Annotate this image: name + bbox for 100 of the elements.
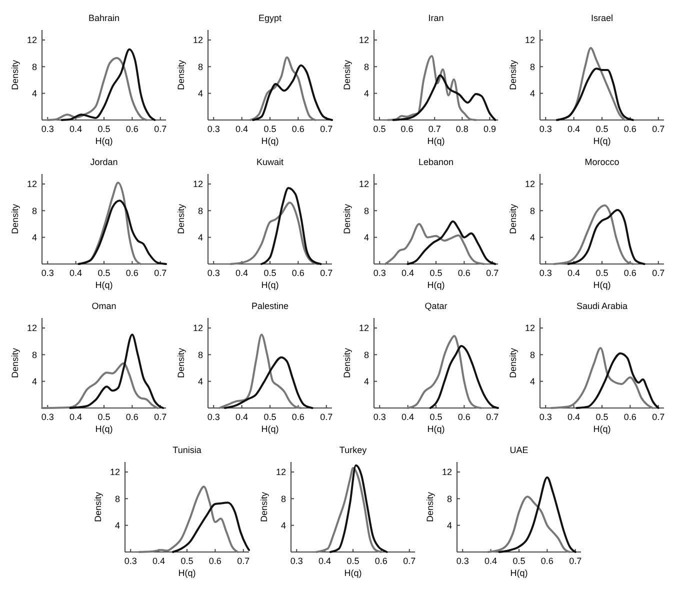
x-axis-title: H(q) <box>427 136 445 146</box>
x-tick-label: 0.4 <box>236 124 248 134</box>
x-tick-label: 0.6 <box>458 412 470 422</box>
line-series <box>386 55 477 121</box>
x-tick-label: 0.4 <box>236 412 248 422</box>
x-tick-label: 0.3 <box>41 124 54 134</box>
x-axis-title: H(q) <box>95 280 113 290</box>
x-axis-title: H(q) <box>261 280 279 290</box>
x-tick-label: 0.7 <box>320 124 333 134</box>
chart-title: Turkey <box>339 445 368 455</box>
y-tick-label: 12 <box>358 179 369 190</box>
line-series <box>230 202 319 265</box>
y-tick-label: 12 <box>524 35 535 46</box>
x-tick-label: 0.3 <box>539 268 552 278</box>
y-tick-label: 8 <box>530 350 535 360</box>
x-tick-label: 0.7 <box>652 412 665 422</box>
x-tick-label: 0.4 <box>568 412 580 422</box>
chart-title: Lebanon <box>418 157 454 167</box>
x-tick-label: 0.4 <box>70 268 82 278</box>
x-tick-label: 0.6 <box>292 268 304 278</box>
y-tick-label: 8 <box>32 62 37 72</box>
y-axis-title: Density <box>10 204 20 234</box>
y-tick-label: 12 <box>192 323 203 334</box>
y-axis-title: Density <box>10 348 20 378</box>
x-tick-label: 0.3 <box>373 412 386 422</box>
x-tick-label: 0.3 <box>207 124 220 134</box>
line-series <box>392 74 496 121</box>
line-series <box>249 56 316 121</box>
y-tick-label: 4 <box>114 520 120 530</box>
x-tick-label: 0.4 <box>152 556 166 566</box>
x-tick-label: 0.6 <box>292 124 304 134</box>
y-axis-title: Density <box>508 204 518 234</box>
x-tick-label: 0.3 <box>41 412 54 422</box>
line-series <box>260 187 322 265</box>
x-tick-label: 0.6 <box>126 268 138 278</box>
line-series <box>556 68 634 121</box>
chart-title: UAE <box>510 445 528 455</box>
x-tick-label: 0.6 <box>208 556 222 566</box>
y-tick-label: 12 <box>192 179 203 190</box>
line-series <box>41 362 159 409</box>
x-tick-label: 0.4 <box>402 412 414 422</box>
x-tick-label: 0.3 <box>539 412 552 422</box>
y-axis-title: Density <box>508 60 518 90</box>
y-tick-label: 12 <box>358 323 369 334</box>
line-series <box>384 223 485 265</box>
x-tick-label: 0.6 <box>458 268 470 278</box>
x-tick-label: 0.6 <box>624 268 636 278</box>
chart-title: Oman <box>92 301 116 311</box>
x-tick-label: 0.7 <box>486 412 499 422</box>
x-tick-label: 0.7 <box>486 268 499 278</box>
line-series <box>498 476 576 553</box>
x-tick-label: 0.3 <box>539 124 552 134</box>
x-tick-label: 0.7 <box>428 124 441 134</box>
y-axis-title: Density <box>342 204 352 234</box>
x-tick-label: 0.3 <box>41 268 54 278</box>
x-tick-label: 0.7 <box>154 268 167 278</box>
y-tick-label: 12 <box>524 179 535 190</box>
x-tick-label: 0.4 <box>402 268 414 278</box>
y-axis-title: Density <box>425 492 435 522</box>
y-tick-label: 12 <box>192 35 203 46</box>
x-axis-title: H(q) <box>95 424 113 434</box>
y-tick-label: 8 <box>198 350 203 360</box>
x-tick-label: 0.6 <box>624 412 636 422</box>
x-tick-label: 0.5 <box>430 268 442 278</box>
chart-title: Egypt <box>258 13 282 23</box>
x-tick-label: 0.5 <box>98 124 110 134</box>
y-tick-label: 8 <box>364 206 369 216</box>
y-tick-label: 8 <box>32 206 37 216</box>
x-tick-label: 0.6 <box>126 124 138 134</box>
y-tick-label: 4 <box>32 376 37 386</box>
y-tick-label: 4 <box>364 232 369 242</box>
y-tick-label: 8 <box>364 350 369 360</box>
x-axis-title: H(q) <box>95 136 113 146</box>
x-axis-title: H(q) <box>593 136 611 146</box>
chart-title: Tunisia <box>172 445 202 455</box>
y-axis-title: Density <box>10 60 20 90</box>
x-tick-label: 0.7 <box>154 124 167 134</box>
x-tick-label: 0.5 <box>346 556 360 566</box>
line-series <box>60 48 156 121</box>
x-tick-label: 0.4 <box>318 556 332 566</box>
y-axis-title: Density <box>342 60 352 90</box>
x-tick-label: 0.4 <box>568 268 580 278</box>
chart-title: Israel <box>590 13 614 23</box>
x-tick-label: 0.3 <box>207 268 220 278</box>
y-tick-label: 4 <box>198 376 203 386</box>
y-tick-label: 4 <box>280 520 286 530</box>
line-series <box>567 209 646 265</box>
x-axis-title: H(q) <box>344 568 362 578</box>
x-tick-label: 0.3 <box>456 556 469 566</box>
x-axis-title: H(q) <box>261 424 279 434</box>
y-axis-title: Density <box>342 348 352 378</box>
y-tick-label: 12 <box>26 323 37 334</box>
y-tick-label: 8 <box>364 62 369 72</box>
x-tick-label: 0.6 <box>292 412 304 422</box>
x-tick-label: 0.7 <box>569 556 582 566</box>
line-series <box>553 204 634 265</box>
x-tick-label: 0.5 <box>596 268 608 278</box>
y-tick-label: 8 <box>198 206 203 216</box>
line-series <box>550 347 654 409</box>
x-tick-label: 0.7 <box>652 124 665 134</box>
